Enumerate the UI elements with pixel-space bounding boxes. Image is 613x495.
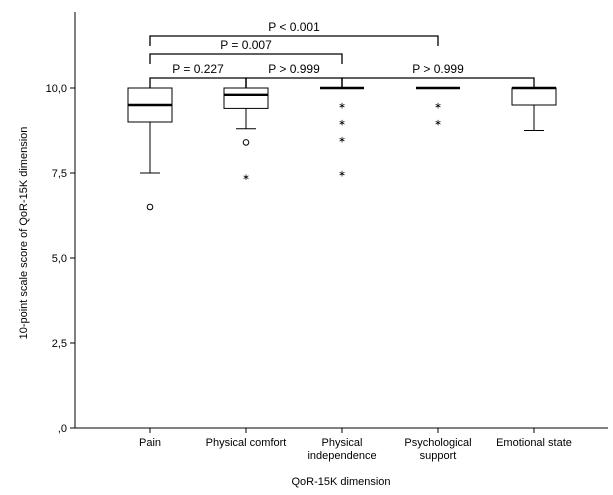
bracket-label: P = 0.227 — [172, 62, 224, 76]
box-series: ∗∗∗∗∗∗∗ — [127, 86, 557, 211]
outlier-circle — [146, 203, 154, 211]
y-axis-ticks: ,0 2,5 5,0 7,5 10,0 — [46, 83, 75, 435]
bracket-label: P = 0.007 — [220, 38, 272, 52]
x-tick-label: independence — [307, 450, 376, 462]
outlier-star: ∗ — [434, 119, 442, 129]
significance-bracket: P > 0.999 — [245, 62, 343, 88]
box-iqr — [511, 87, 557, 106]
significance-bracket: P = 0.227 — [149, 62, 247, 88]
x-axis-ticks: Pain Physical comfort Physicalindependence… — [139, 428, 572, 462]
y-tick-label: 5,0 — [52, 253, 67, 265]
bracket-label: P > 0.999 — [412, 62, 464, 76]
outlier-star: ∗ — [338, 136, 346, 146]
x-tick-label: support — [420, 450, 457, 462]
y-tick-label: 7,5 — [52, 168, 67, 180]
significance-bracket: P = 0.007 — [149, 38, 343, 64]
y-tick-label: 2,5 — [52, 338, 67, 350]
x-axis-title: QoR-15K dimension — [291, 476, 390, 488]
box-group — [511, 86, 557, 131]
bracket-line — [341, 77, 535, 88]
bracket-label: P > 0.999 — [268, 62, 320, 76]
outlier-star: ∗ — [338, 170, 346, 180]
outlier-circle — [242, 139, 250, 146]
significance-brackets: P < 0.001 P = 0.007 P = 0.227 P > 0.999 P > … — [149, 20, 535, 88]
y-tick-label: 10,0 — [46, 83, 67, 95]
bracket-line — [245, 77, 343, 88]
bracket-line — [149, 53, 343, 64]
outlier-star: ∗ — [338, 119, 346, 129]
x-tick-label: Pain — [139, 437, 161, 449]
bracket-line — [149, 35, 439, 46]
bracket-line — [149, 77, 247, 88]
outlier-star: ∗ — [242, 173, 250, 183]
bracket-label: P < 0.001 — [268, 20, 320, 34]
box-group: ∗ ∗ ∗ ∗ — [320, 86, 364, 180]
outlier-star: ∗ — [434, 102, 442, 112]
outlier-star: ∗ — [338, 102, 346, 112]
box-group: ∗∗ — [416, 86, 460, 129]
box-iqr — [223, 87, 269, 109]
significance-bracket: P > 0.999 — [341, 62, 535, 88]
significance-bracket: P < 0.001 — [149, 20, 439, 46]
x-tick-label: Psychological — [404, 437, 471, 449]
x-tick-label: Physical — [322, 437, 363, 449]
y-axis-title: 10-point scale score of QoR-15K dimensio… — [18, 127, 30, 340]
x-tick-label: Physical comfort — [206, 437, 287, 449]
box-group — [127, 87, 173, 211]
x-tick-label: Emotional state — [496, 437, 572, 449]
box-group: ∗ — [223, 87, 269, 183]
y-tick-label: ,0 — [58, 423, 67, 435]
